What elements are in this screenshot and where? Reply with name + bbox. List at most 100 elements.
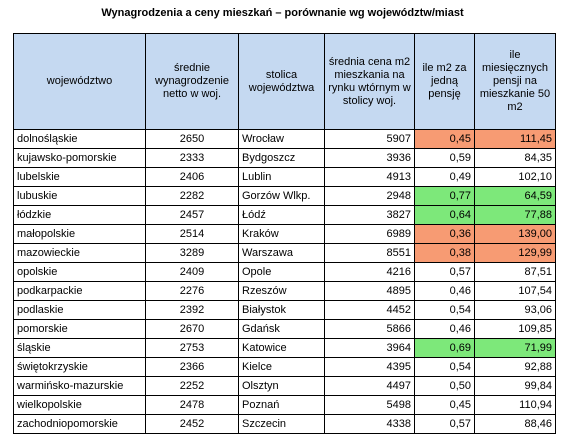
cell-cena-m2: 3936: [324, 148, 415, 168]
cell-m2-za-pensje: 0,46: [414, 319, 475, 339]
cell-wynagrodzenie: 2276: [145, 281, 239, 301]
cell-cena-m2: 4452: [324, 300, 415, 320]
table-row: łódzkie 2457 Łódź 3827 0,64 77,88: [13, 205, 556, 225]
cell-pensje-50m2: 77,88: [474, 205, 556, 225]
cell-stolica: Lublin: [238, 167, 325, 187]
cell-cena-m2: 4216: [324, 262, 415, 282]
cell-wynagrodzenie: 2409: [145, 262, 239, 282]
cell-stolica: Poznań: [238, 395, 325, 415]
cell-stolica: Rzeszów: [238, 281, 325, 301]
table-row: dolnośląskie 2650 Wrocław 5907 0,45 111,45: [13, 129, 556, 149]
cell-m2-za-pensje: 0,38: [414, 243, 475, 263]
cell-m2-za-pensje: 0,50: [414, 376, 475, 396]
cell-wojewodztwo: opolskie: [13, 262, 146, 282]
cell-pensje-50m2: 92,88: [474, 357, 556, 377]
cell-wynagrodzenie: 2252: [145, 376, 239, 396]
cell-wynagrodzenie: 2366: [145, 357, 239, 377]
table-row: wielkopolskie 2478 Poznań 5498 0,45 110,94: [13, 395, 556, 415]
cell-stolica: Olsztyn: [238, 376, 325, 396]
header-pensje-50m2: ile miesięcznych pensji na mieszkanie 50…: [474, 33, 556, 130]
cell-wojewodztwo: świętokrzyskie: [13, 357, 146, 377]
table-row: świętokrzyskie 2366 Kielce 4395 0,54 92,88: [13, 357, 556, 377]
cell-stolica: Kraków: [238, 224, 325, 244]
cell-wojewodztwo: wielkopolskie: [13, 395, 146, 415]
cell-pensje-50m2: 139,00: [474, 224, 556, 244]
table-row: śląskie 2753 Katowice 3964 0,69 71,99: [13, 338, 556, 358]
cell-m2-za-pensje: 0,57: [414, 262, 475, 282]
cell-pensje-50m2: 102,10: [474, 167, 556, 187]
cell-wynagrodzenie: 2753: [145, 338, 239, 358]
cell-m2-za-pensje: 0,54: [414, 357, 475, 377]
cell-wojewodztwo: lubelskie: [13, 167, 146, 187]
cell-pensje-50m2: 88,46: [474, 414, 556, 434]
cell-cena-m2: 2948: [324, 186, 415, 206]
header-m2-za-pensje: ile m2 za jedną pensję: [414, 33, 475, 130]
cell-cena-m2: 3827: [324, 205, 415, 225]
cell-m2-za-pensje: 0,36: [414, 224, 475, 244]
cell-m2-za-pensje: 0,64: [414, 205, 475, 225]
header-stolica: stolica województwa: [238, 33, 325, 130]
cell-stolica: Warszawa: [238, 243, 325, 263]
cell-wynagrodzenie: 2478: [145, 395, 239, 415]
header-wynagrodzenie: średnie wynagrodzenie netto w woj.: [145, 33, 239, 130]
cell-cena-m2: 4338: [324, 414, 415, 434]
cell-stolica: Szczecin: [238, 414, 325, 434]
cell-pensje-50m2: 99,84: [474, 376, 556, 396]
cell-m2-za-pensje: 0,69: [414, 338, 475, 358]
cell-wojewodztwo: pomorskie: [13, 319, 146, 339]
cell-m2-za-pensje: 0,54: [414, 300, 475, 320]
cell-cena-m2: 3964: [324, 338, 415, 358]
data-table: województwo średnie wynagrodzenie netto …: [13, 33, 556, 434]
cell-m2-za-pensje: 0,45: [414, 129, 475, 149]
cell-pensje-50m2: 129,99: [474, 243, 556, 263]
cell-m2-za-pensje: 0,77: [414, 186, 475, 206]
cell-pensje-50m2: 109,85: [474, 319, 556, 339]
cell-wojewodztwo: zachodniopomorskie: [13, 414, 146, 434]
cell-pensje-50m2: 87,51: [474, 262, 556, 282]
table-row: kujawsko-pomorskie 2333 Bydgoszcz 3936 0,59 8…: [13, 148, 556, 168]
cell-wojewodztwo: podlaskie: [13, 300, 146, 320]
cell-stolica: Gdańsk: [238, 319, 325, 339]
cell-wynagrodzenie: 2670: [145, 319, 239, 339]
cell-wynagrodzenie: 2452: [145, 414, 239, 434]
cell-wojewodztwo: mazowieckie: [13, 243, 146, 263]
cell-wojewodztwo: śląskie: [13, 338, 146, 358]
cell-wojewodztwo: podkarpackie: [13, 281, 146, 301]
table-row: podkarpackie 2276 Rzeszów 4895 0,46 107,54: [13, 281, 556, 301]
cell-cena-m2: 5866: [324, 319, 415, 339]
cell-wynagrodzenie: 2406: [145, 167, 239, 187]
cell-wojewodztwo: małopolskie: [13, 224, 146, 244]
cell-pensje-50m2: 71,99: [474, 338, 556, 358]
cell-wynagrodzenie: 2457: [145, 205, 239, 225]
cell-stolica: Wrocław: [238, 129, 325, 149]
table-body: dolnośląskie 2650 Wrocław 5907 0,45 111,45 kuj…: [13, 129, 556, 434]
cell-pensje-50m2: 107,54: [474, 281, 556, 301]
cell-cena-m2: 4395: [324, 357, 415, 377]
table-title: Wynagrodzenia a ceny mieszkań – porównan…: [101, 7, 464, 19]
cell-cena-m2: 4913: [324, 167, 415, 187]
cell-m2-za-pensje: 0,57: [414, 414, 475, 434]
cell-stolica: Bydgoszcz: [238, 148, 325, 168]
table-row: lubelskie 2406 Lublin 4913 0,49 102,10: [13, 167, 556, 187]
cell-stolica: Katowice: [238, 338, 325, 358]
table-row: małopolskie 2514 Kraków 6989 0,36 139,00: [13, 224, 556, 244]
cell-cena-m2: 4497: [324, 376, 415, 396]
cell-cena-m2: 5498: [324, 395, 415, 415]
cell-pensje-50m2: 111,45: [474, 129, 556, 149]
cell-pensje-50m2: 110,94: [474, 395, 556, 415]
cell-m2-za-pensje: 0,49: [414, 167, 475, 187]
cell-m2-za-pensje: 0,59: [414, 148, 475, 168]
cell-stolica: Łódź: [238, 205, 325, 225]
cell-cena-m2: 6989: [324, 224, 415, 244]
table-row: opolskie 2409 Opole 4216 0,57 87,51: [13, 262, 556, 282]
cell-pensje-50m2: 84,35: [474, 148, 556, 168]
cell-stolica: Kielce: [238, 357, 325, 377]
cell-cena-m2: 8551: [324, 243, 415, 263]
cell-stolica: Białystok: [238, 300, 325, 320]
cell-wynagrodzenie: 2392: [145, 300, 239, 320]
cell-wynagrodzenie: 3289: [145, 243, 239, 263]
cell-wojewodztwo: warmińsko-mazurskie: [13, 376, 146, 396]
cell-pensje-50m2: 64,59: [474, 186, 556, 206]
cell-wojewodztwo: dolnośląskie: [13, 129, 146, 149]
header-row: województwo średnie wynagrodzenie netto …: [13, 33, 556, 130]
